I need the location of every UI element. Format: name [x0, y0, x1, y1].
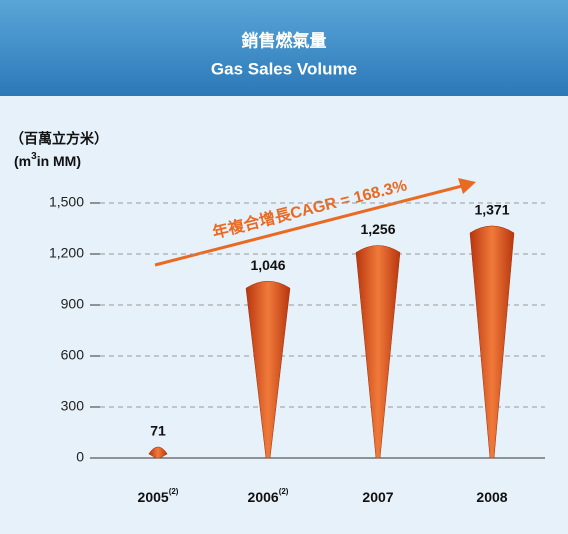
y-tick-label: 600 [61, 347, 85, 363]
y-tick-label: 300 [61, 398, 85, 414]
y-tick-label: 1,500 [49, 194, 84, 210]
category: 2005 [138, 489, 169, 505]
category: 2008 [476, 489, 507, 505]
unit-sup: 3 [31, 151, 37, 162]
cagr-arrow [154, 184, 463, 267]
value-label: 1,256 [360, 221, 395, 237]
value-label: 71 [150, 423, 166, 439]
arrow-head [458, 178, 476, 194]
x-tick-label: 2008 [476, 489, 507, 505]
x-tick-label: 2006(2) [248, 487, 289, 505]
bar [245, 280, 291, 459]
y-axis-label: （百萬立方米） [10, 131, 108, 147]
y-tick-label: 900 [61, 296, 85, 312]
y-axis-unit: (m3in MM) [14, 151, 81, 169]
chart-title: 銷售燃氣量 [242, 30, 327, 50]
bar [148, 446, 168, 459]
x-tick-label: 2007 [362, 489, 393, 505]
category-note: (2) [279, 487, 289, 496]
chart-subtitle: Gas Sales Volume [211, 59, 357, 78]
y-tick-label: 0 [76, 449, 84, 465]
unit-part: in MM) [37, 153, 81, 169]
y-tick-label: 1,200 [49, 245, 84, 261]
value-label: 1,371 [474, 202, 509, 218]
category: 2007 [362, 489, 393, 505]
category: 2006 [248, 489, 279, 505]
bar [469, 225, 515, 459]
header-band [0, 0, 568, 96]
x-tick-label: 2005(2) [138, 487, 179, 505]
value-label: 1,046 [250, 257, 285, 273]
bar [355, 245, 401, 459]
unit-part: (m [14, 153, 31, 169]
category-note: (2) [169, 487, 179, 496]
